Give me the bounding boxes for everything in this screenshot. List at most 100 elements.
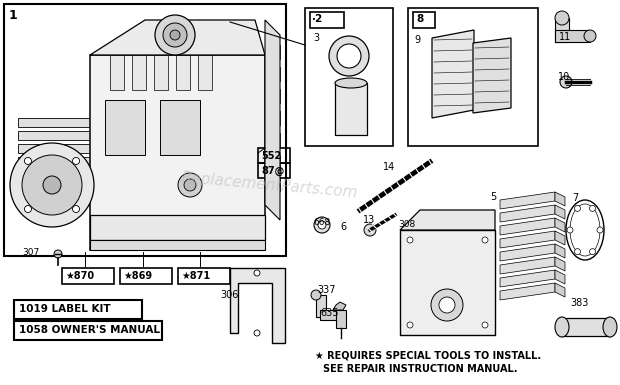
Bar — [18, 118, 96, 127]
Bar — [110, 55, 124, 90]
Bar — [555, 30, 590, 42]
Polygon shape — [500, 231, 555, 248]
Circle shape — [575, 205, 580, 211]
Text: ★871: ★871 — [181, 271, 210, 281]
Polygon shape — [400, 210, 495, 230]
Circle shape — [155, 15, 195, 55]
Circle shape — [24, 206, 32, 213]
Text: 10: 10 — [558, 72, 570, 82]
Ellipse shape — [603, 317, 617, 337]
Polygon shape — [500, 218, 555, 235]
Circle shape — [170, 30, 180, 40]
Bar — [265, 133, 280, 147]
Bar — [265, 89, 280, 103]
Ellipse shape — [335, 78, 367, 88]
Polygon shape — [500, 244, 555, 261]
Circle shape — [73, 206, 79, 213]
Bar — [18, 157, 96, 166]
Circle shape — [337, 44, 361, 68]
Bar — [265, 155, 280, 169]
Circle shape — [184, 179, 196, 191]
Bar — [178, 268, 230, 284]
Text: 635: 635 — [320, 308, 339, 318]
Polygon shape — [90, 20, 265, 55]
Text: ★ REQUIRES SPECIAL TOOLS TO INSTALL.: ★ REQUIRES SPECIAL TOOLS TO INSTALL. — [315, 351, 541, 361]
Circle shape — [54, 250, 62, 258]
Ellipse shape — [555, 317, 569, 337]
Text: 1019 LABEL KIT: 1019 LABEL KIT — [19, 304, 110, 314]
Polygon shape — [555, 257, 565, 271]
Bar — [258, 148, 290, 163]
Bar — [18, 183, 96, 192]
Bar — [160, 100, 200, 155]
Polygon shape — [265, 20, 280, 220]
Circle shape — [590, 249, 595, 254]
Text: 5: 5 — [490, 192, 496, 202]
Polygon shape — [555, 283, 565, 297]
Circle shape — [407, 237, 413, 243]
Circle shape — [254, 330, 260, 336]
Polygon shape — [473, 38, 511, 113]
Circle shape — [407, 322, 413, 328]
Text: 14: 14 — [383, 162, 396, 172]
Text: ReplacementParts.com: ReplacementParts.com — [181, 170, 359, 200]
Bar — [408, 8, 538, 146]
Polygon shape — [500, 192, 555, 209]
Circle shape — [597, 227, 603, 233]
Text: ★870: ★870 — [65, 271, 94, 281]
Text: 7: 7 — [572, 193, 578, 203]
Circle shape — [254, 270, 260, 276]
Polygon shape — [500, 205, 555, 222]
Circle shape — [314, 217, 330, 233]
Text: ⋅2: ⋅2 — [312, 14, 323, 24]
Circle shape — [482, 237, 488, 243]
Polygon shape — [500, 283, 555, 300]
Text: 307: 307 — [22, 248, 39, 257]
Text: 306: 306 — [220, 290, 238, 300]
Polygon shape — [333, 302, 346, 310]
Circle shape — [555, 11, 569, 25]
Bar — [198, 55, 212, 90]
Text: 337: 337 — [317, 285, 335, 295]
Bar — [105, 100, 145, 155]
Bar — [316, 295, 326, 317]
Text: 11: 11 — [559, 32, 571, 42]
Circle shape — [431, 289, 463, 321]
Circle shape — [43, 176, 61, 194]
Bar — [335, 83, 367, 135]
Polygon shape — [555, 218, 565, 232]
Text: 1058 OWNER'S MANUAL: 1058 OWNER'S MANUAL — [19, 325, 160, 335]
Circle shape — [73, 157, 79, 164]
Polygon shape — [555, 244, 565, 258]
Circle shape — [22, 155, 82, 215]
Bar — [336, 310, 346, 328]
Bar — [14, 300, 142, 319]
Bar — [14, 321, 162, 340]
Text: 1: 1 — [9, 9, 18, 22]
Polygon shape — [555, 205, 565, 219]
Polygon shape — [555, 270, 565, 284]
Circle shape — [584, 30, 596, 42]
Bar — [18, 144, 96, 153]
Bar — [265, 67, 280, 81]
Bar — [90, 55, 265, 250]
Bar — [265, 111, 280, 125]
Text: 668: 668 — [313, 218, 330, 227]
Polygon shape — [90, 240, 265, 250]
Text: 3: 3 — [313, 33, 319, 43]
Bar — [132, 55, 146, 90]
Circle shape — [364, 224, 376, 236]
Text: 13: 13 — [363, 215, 375, 225]
Circle shape — [24, 157, 32, 164]
Bar — [120, 268, 172, 284]
Bar — [265, 45, 280, 59]
Polygon shape — [555, 192, 565, 206]
Polygon shape — [500, 270, 555, 287]
Polygon shape — [230, 268, 285, 343]
Circle shape — [163, 23, 187, 47]
Text: 308: 308 — [398, 220, 415, 229]
Bar — [18, 196, 96, 205]
Bar — [258, 163, 290, 178]
Bar — [4, 4, 286, 256]
Bar — [90, 215, 265, 240]
